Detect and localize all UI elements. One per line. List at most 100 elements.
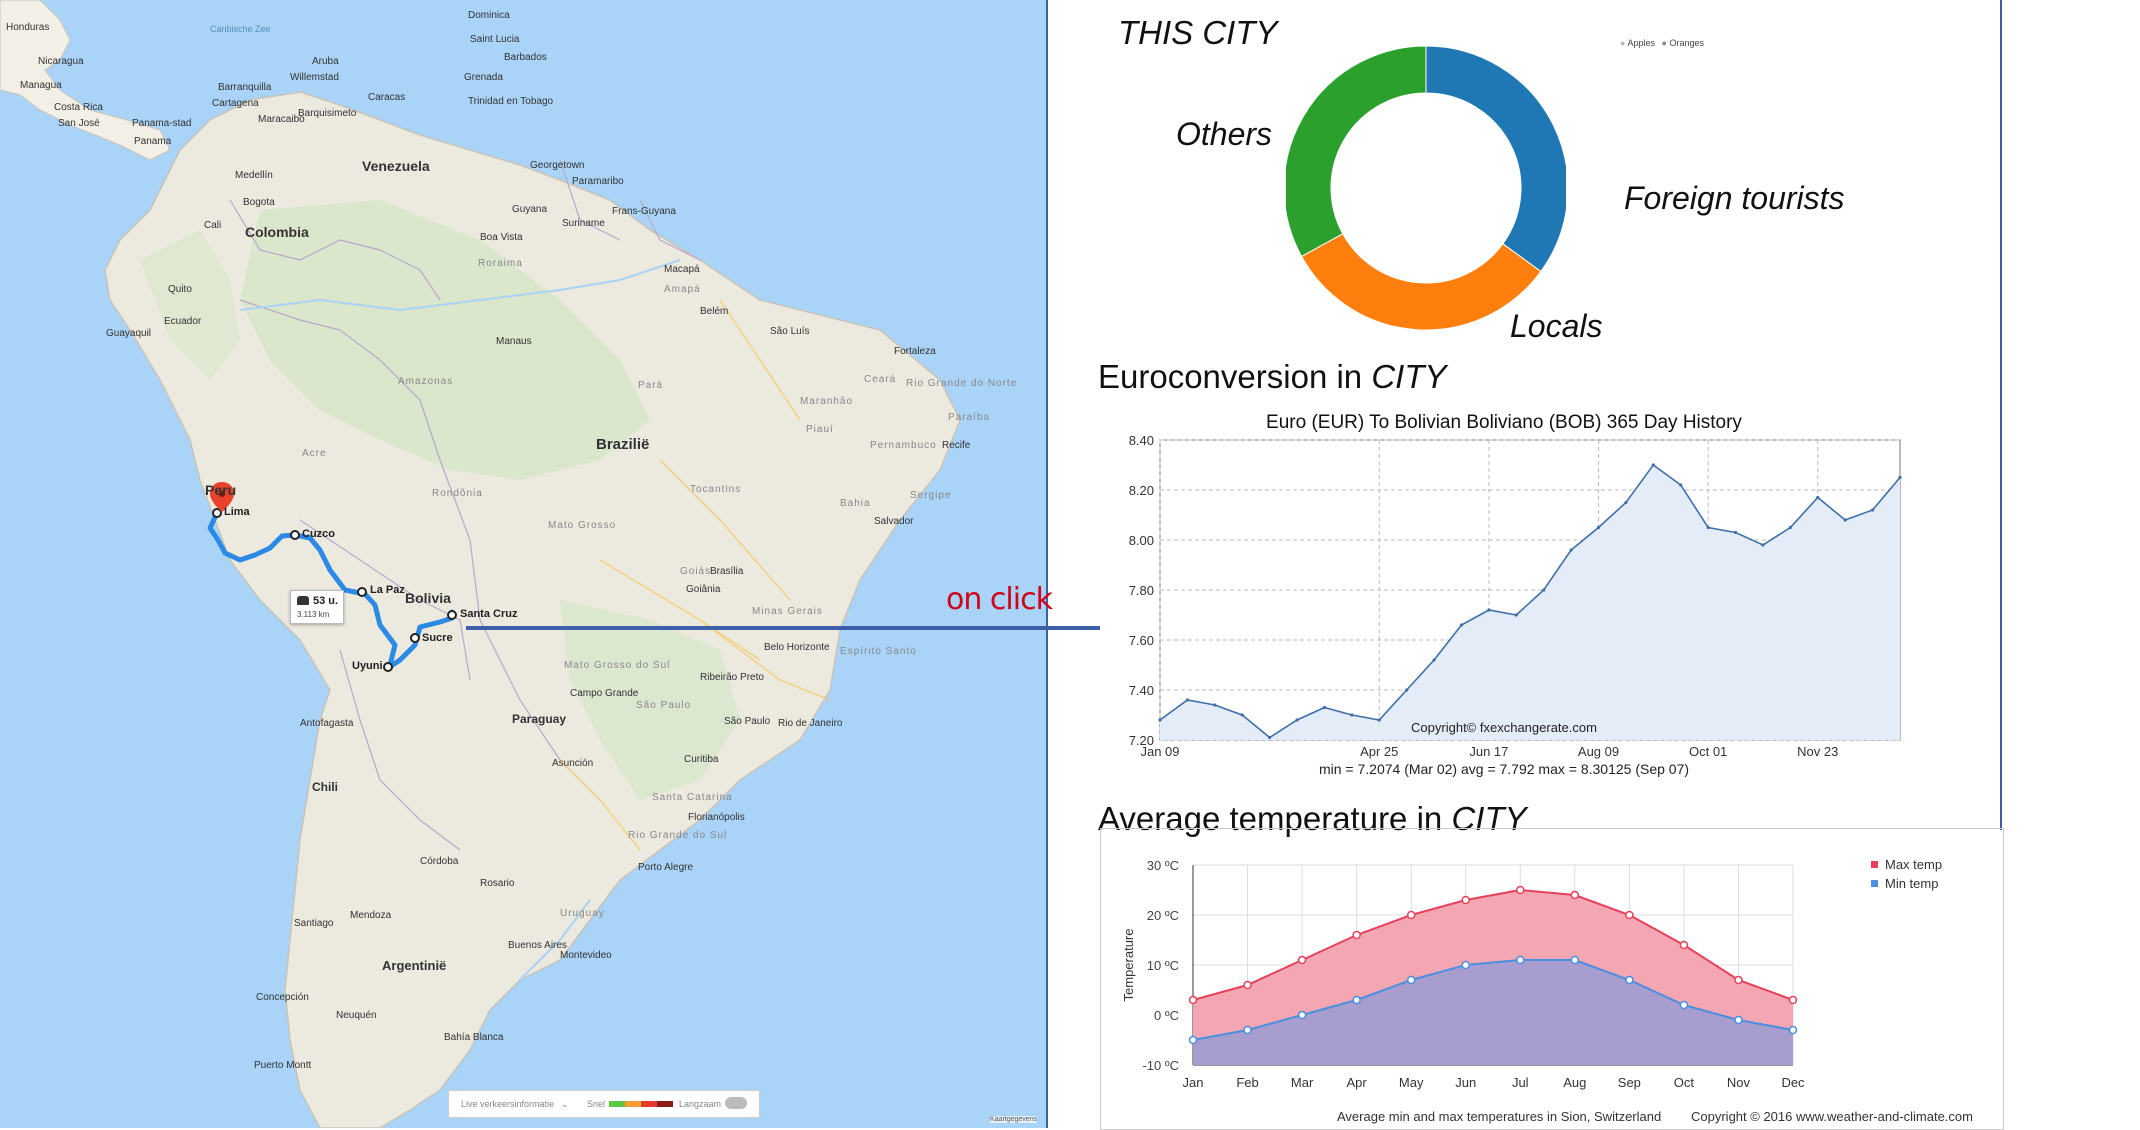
rate-point bbox=[1432, 658, 1436, 662]
region-label: Santa Catarina bbox=[652, 792, 733, 803]
city-label: Paramaribo bbox=[572, 176, 624, 187]
country-label-bolivia: Bolivia bbox=[405, 590, 451, 606]
route-city-sucre[interactable]: Sucre bbox=[422, 632, 453, 644]
donut-label-others: Others bbox=[1176, 116, 1273, 152]
donut-slice bbox=[1286, 45, 1427, 258]
legend-max-temp: Max temp bbox=[1885, 857, 1942, 872]
region-label: Tocantins bbox=[690, 484, 742, 495]
country-label-peru: Peru bbox=[205, 482, 237, 498]
amazon-vegetation bbox=[240, 200, 650, 480]
region-label: Rio Grande do Sul bbox=[628, 830, 728, 841]
temp-heading-city: CITY bbox=[1451, 800, 1527, 837]
region-label: Minas Gerais bbox=[752, 606, 823, 617]
rate-point bbox=[1843, 518, 1847, 522]
donut-label-foreign: Foreign tourists bbox=[1624, 180, 1845, 216]
rate-point bbox=[1213, 703, 1217, 707]
rate-point bbox=[1624, 500, 1628, 505]
region-label: Roraima bbox=[478, 258, 523, 269]
x-tick-label: Jun 17 bbox=[1469, 744, 1508, 759]
city-label: Asunción bbox=[552, 758, 594, 769]
x-tick-label: Feb bbox=[1236, 1075, 1258, 1090]
y-axis-label: Temperature bbox=[1121, 929, 1136, 1002]
rate-point bbox=[1322, 705, 1327, 710]
city-label: Florianópolis bbox=[688, 812, 745, 823]
map-panel[interactable]: Caribische Zee Venezuela Colombia Peru B… bbox=[0, 0, 1046, 1128]
route-info-badge[interactable]: 53 u. 3.113 km bbox=[290, 590, 344, 624]
city-label: Panama bbox=[134, 136, 172, 147]
rivers bbox=[239, 259, 681, 981]
region-label: Mato Grosso bbox=[548, 520, 617, 531]
donut-legend[interactable]: ● Apples ● Oranges bbox=[1620, 38, 1704, 48]
map-attribution[interactable]: Kaartgegevens bbox=[990, 1116, 1038, 1123]
rate-point bbox=[1295, 718, 1299, 722]
traffic-toggle[interactable] bbox=[725, 1097, 747, 1109]
min-temp-point bbox=[1516, 955, 1525, 965]
max-temp-point bbox=[1679, 940, 1689, 950]
city-label: Managua bbox=[20, 80, 62, 91]
donut-slice bbox=[1425, 45, 1566, 273]
city-label: San José bbox=[58, 118, 100, 129]
route-city-lima[interactable]: Lima bbox=[224, 506, 250, 518]
lima-pin-icon[interactable] bbox=[210, 482, 234, 512]
city-label: Medellín bbox=[235, 170, 273, 181]
city-label: Honduras bbox=[6, 22, 50, 33]
city-label: Dominica bbox=[468, 10, 510, 21]
country-label-chile: Chili bbox=[312, 780, 338, 794]
traffic-fast-label: Snel bbox=[587, 1099, 606, 1109]
route-city-uyuni[interactable]: Uyuni bbox=[352, 660, 383, 672]
city-label: Willemstad bbox=[290, 72, 339, 83]
city-label: Rosario bbox=[480, 878, 515, 889]
city-label: Ribeirão Preto bbox=[700, 672, 764, 683]
min-temp-point bbox=[1788, 1025, 1798, 1035]
route-city-santa-cruz[interactable]: Santa Cruz bbox=[460, 608, 518, 620]
rate-point bbox=[1185, 698, 1190, 702]
route-city-cuzco[interactable]: Cuzco bbox=[302, 528, 335, 540]
y-tick-label: 0 ºC bbox=[1154, 1008, 1179, 1023]
x-tick-label: Jul bbox=[1512, 1075, 1529, 1090]
min-temp-point bbox=[1734, 1015, 1743, 1025]
city-label: Curitiba bbox=[684, 754, 719, 765]
min-temp-point bbox=[1188, 1035, 1198, 1045]
euro-heading-city: CITY bbox=[1371, 358, 1447, 395]
legend-apples[interactable]: Apples bbox=[1627, 38, 1655, 48]
route-city-la-paz[interactable]: La Paz bbox=[370, 584, 405, 596]
city-label: Concepción bbox=[256, 992, 309, 1003]
legend-oranges[interactable]: Oranges bbox=[1669, 38, 1704, 48]
chevron-down-icon[interactable]: ⌄ bbox=[561, 1099, 569, 1109]
traffic-control[interactable]: Live verkeersinformatie ⌄ Snel Langzaam bbox=[448, 1090, 760, 1118]
rate-point bbox=[1542, 588, 1546, 592]
legend-dot-icon: ● bbox=[1620, 38, 1626, 48]
city-label: Guyana bbox=[512, 204, 548, 215]
region-label: Ceará bbox=[864, 374, 897, 385]
legend-min-temp: Min temp bbox=[1885, 876, 1938, 891]
central-america-land bbox=[0, 0, 171, 161]
country-borders bbox=[229, 159, 701, 851]
country-label-venezuela: Venezuela bbox=[362, 158, 430, 174]
y-tick-label: 7.60 bbox=[1129, 633, 1154, 648]
temp-heading: Average temperature in CITY bbox=[1098, 800, 1527, 838]
city-label: Costa Rica bbox=[54, 102, 103, 113]
rate-line bbox=[1159, 463, 1901, 739]
min-temp-point bbox=[1570, 955, 1580, 965]
x-tick-label: Aug 09 bbox=[1578, 744, 1619, 759]
x-tick-label: Oct bbox=[1674, 1075, 1695, 1090]
city-title: THIS CITY bbox=[1118, 14, 1278, 51]
city-label: Belém bbox=[700, 306, 729, 317]
panel-border bbox=[2000, 0, 2002, 830]
city-label: Montevideo bbox=[560, 950, 612, 961]
x-tick-label: Jan bbox=[1183, 1075, 1204, 1090]
y-tick-label: 8.00 bbox=[1129, 533, 1154, 548]
city-label: Campo Grande bbox=[570, 688, 639, 699]
panel-divider bbox=[1046, 0, 1048, 1128]
max-temp-point bbox=[1297, 955, 1307, 965]
temp-heading-text: Average temperature in bbox=[1098, 800, 1452, 837]
rate-point bbox=[1679, 483, 1683, 487]
max-temp-point bbox=[1625, 910, 1634, 920]
rate-point bbox=[1268, 735, 1272, 740]
max-temp-point bbox=[1243, 980, 1252, 990]
route-time: 53 u. bbox=[313, 595, 339, 607]
city-label: São Paulo bbox=[724, 716, 771, 727]
region-label: Pernambuco bbox=[870, 440, 937, 451]
city-label: Santiago bbox=[294, 918, 334, 929]
city-label: Cartagena bbox=[212, 98, 259, 109]
